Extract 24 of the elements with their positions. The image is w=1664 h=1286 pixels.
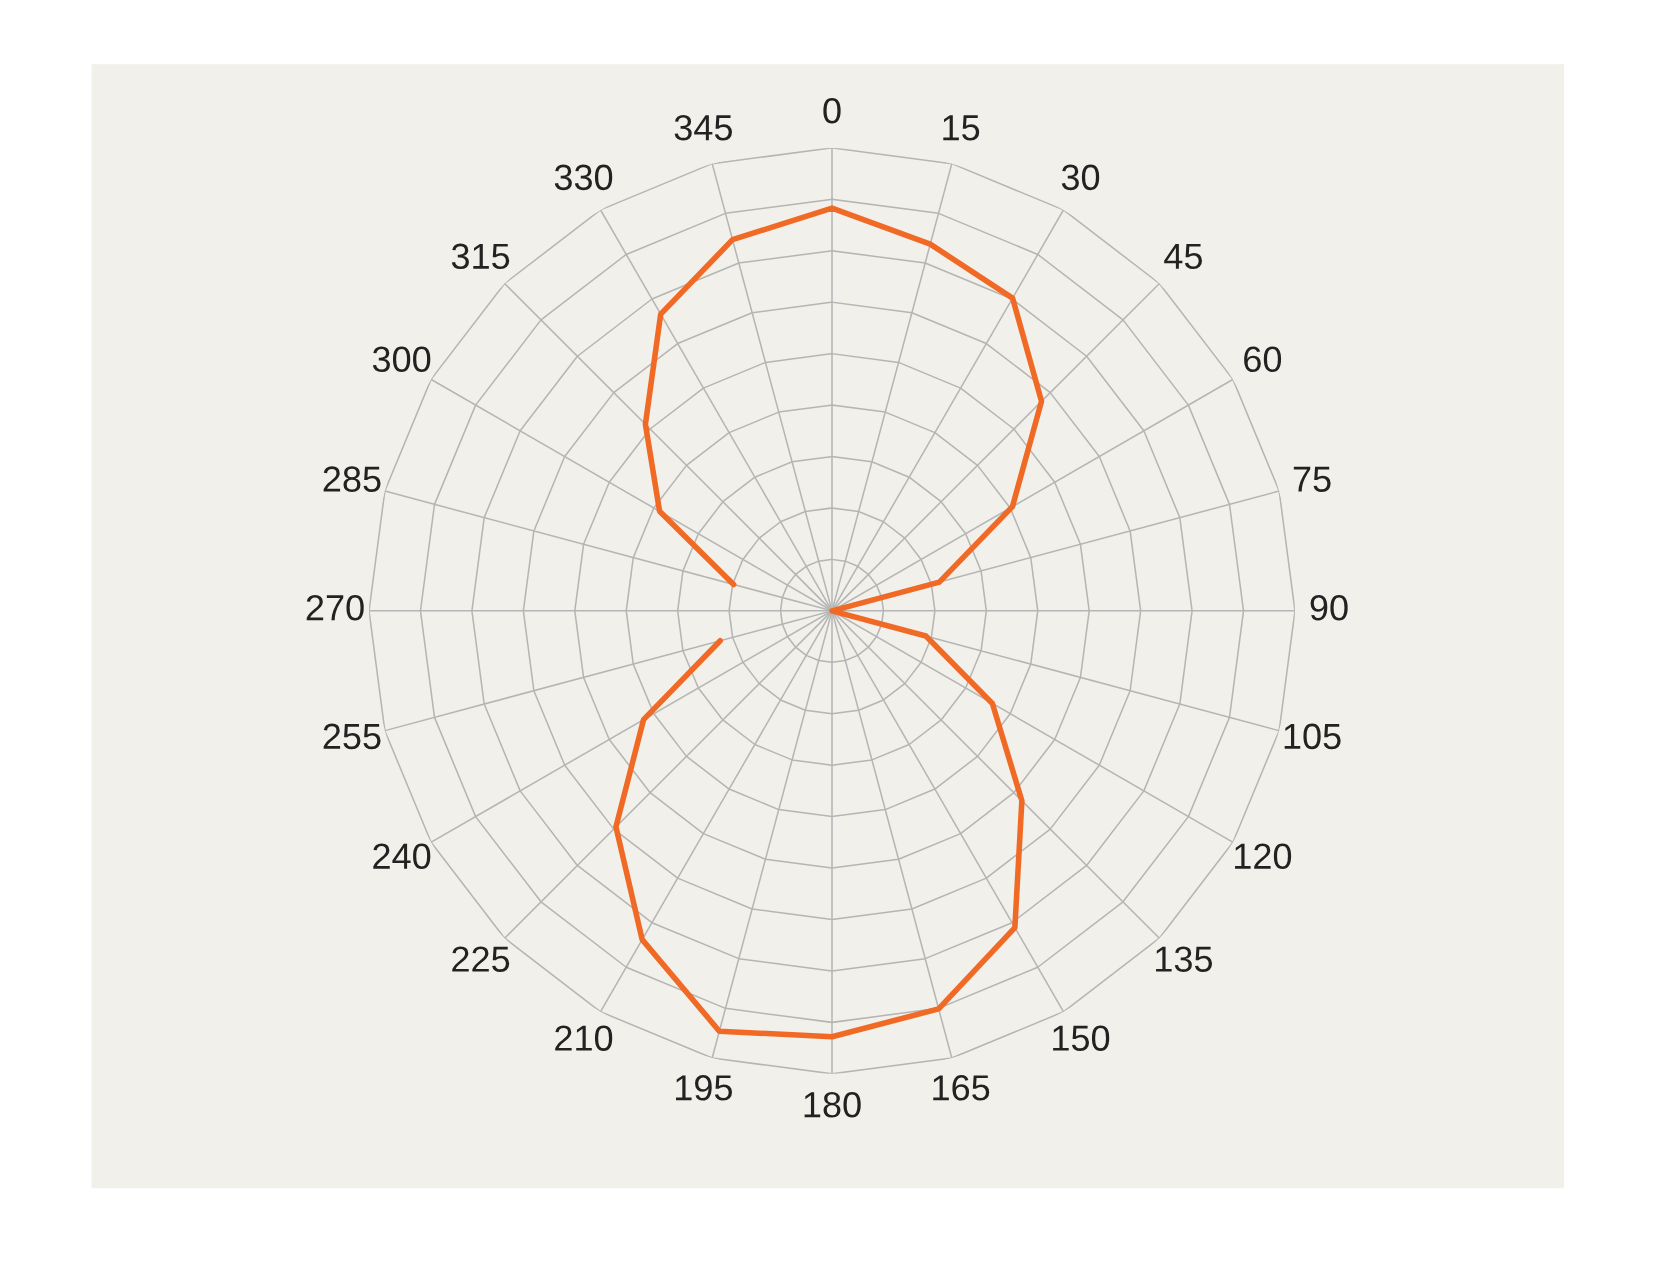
spoke-label: 60 (1244, 346, 1282, 373)
spoke-label: 105 (1284, 723, 1341, 750)
spoke-label: 0 (823, 97, 841, 124)
spoke-label: 135 (1156, 946, 1213, 972)
spoke-label: 165 (933, 1075, 990, 1101)
spoke-label: 180 (804, 1091, 861, 1118)
spoke-label: 330 (554, 164, 613, 191)
spoke-label: 195 (676, 1075, 732, 1101)
spoke-label: 120 (1235, 843, 1292, 870)
spoke-label: 90 (1310, 594, 1348, 621)
spoke-label: 75 (1293, 466, 1331, 492)
spoke-label: 270 (306, 594, 364, 621)
spoke-label: 30 (1061, 164, 1100, 191)
spoke-label: 225 (452, 946, 510, 972)
spoke-label: 15 (943, 115, 980, 141)
spoke-label: 210 (555, 1025, 613, 1051)
spoke-label: 300 (372, 346, 431, 373)
spoke-label: 255 (323, 723, 381, 750)
spoke-label: 150 (1053, 1025, 1110, 1051)
spoke-label: 285 (323, 466, 381, 492)
spoke-label: 315 (451, 243, 510, 270)
spoke-label: 45 (1164, 243, 1202, 270)
spoke-label: 345 (674, 114, 732, 141)
spoke-label: 240 (373, 843, 431, 870)
